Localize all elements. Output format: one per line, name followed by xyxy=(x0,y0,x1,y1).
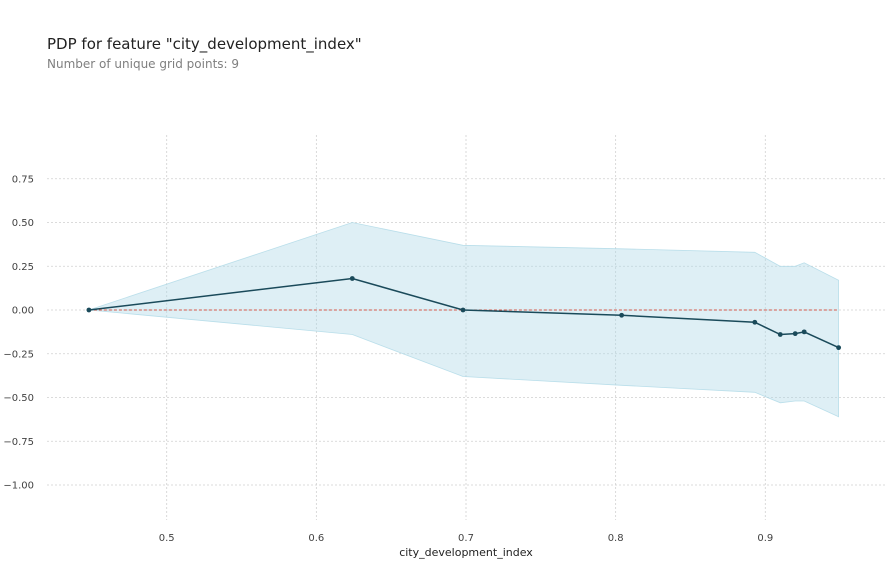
data-point xyxy=(86,307,92,313)
pdp-points xyxy=(86,276,842,351)
y-tick-label: −1.00 xyxy=(3,481,34,492)
x-tick-label: 0.5 xyxy=(159,533,175,544)
x-tick-label: 0.9 xyxy=(757,533,773,544)
data-point xyxy=(619,312,625,318)
x-tick-labels: 0.5 0.6 0.7 0.8 0.9 xyxy=(159,533,773,544)
y-tick-label: 0.00 xyxy=(12,306,34,317)
data-point xyxy=(460,307,466,313)
data-point xyxy=(777,332,783,337)
confidence-band xyxy=(88,222,839,418)
x-axis-label: city_development_index xyxy=(399,546,533,559)
data-point xyxy=(752,319,758,325)
data-point xyxy=(349,276,355,281)
confidence-band-area xyxy=(88,222,839,418)
y-tick-label: 0.25 xyxy=(12,262,34,273)
x-tick-label: 0.7 xyxy=(458,533,474,544)
y-tick-label: 0.75 xyxy=(12,174,34,185)
x-tick-label: 0.6 xyxy=(308,533,324,544)
chart-subtitle: Number of unique grid points: 9 xyxy=(47,57,240,71)
y-tick-label: −0.75 xyxy=(3,437,34,448)
data-point xyxy=(792,331,798,337)
y-tick-label: 0.50 xyxy=(12,218,34,229)
chart-title: PDP for feature "city_development_index" xyxy=(47,35,362,53)
y-tick-labels: 0.75 0.50 0.25 0.00 −0.25 −0.50 −0.75 −1.00 xyxy=(3,174,34,491)
x-tick-label: 0.8 xyxy=(608,533,624,544)
y-tick-label: −0.50 xyxy=(3,393,34,404)
data-point xyxy=(801,329,807,335)
data-point xyxy=(836,345,842,351)
y-tick-label: −0.25 xyxy=(3,349,34,360)
